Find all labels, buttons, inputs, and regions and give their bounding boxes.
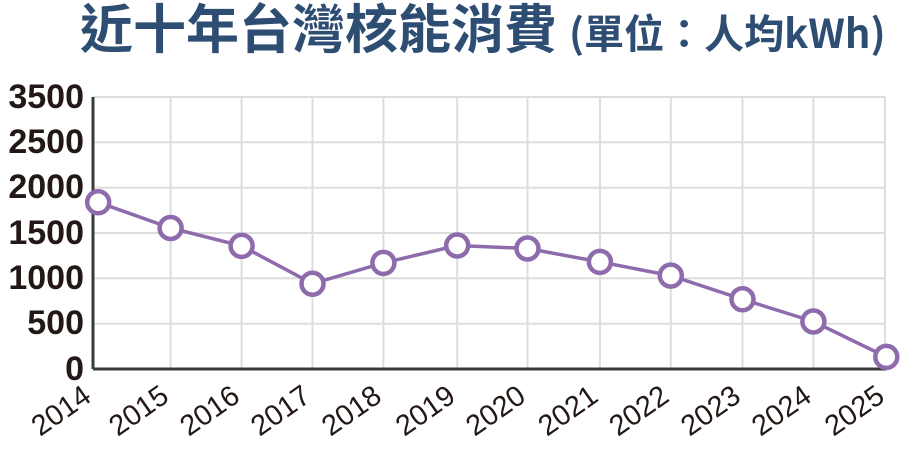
svg-text:2022: 2022 [604, 380, 675, 443]
svg-text:2014: 2014 [26, 380, 97, 443]
svg-text:2018: 2018 [316, 380, 387, 443]
svg-text:2025: 2025 [819, 380, 890, 443]
svg-text:2015: 2015 [103, 380, 174, 443]
svg-text:2023: 2023 [675, 380, 746, 443]
svg-text:2021: 2021 [533, 380, 604, 443]
svg-text:2019: 2019 [390, 380, 461, 443]
svg-text:2024: 2024 [746, 380, 817, 443]
svg-text:2016: 2016 [174, 380, 245, 443]
svg-text:2017: 2017 [245, 380, 316, 443]
svg-text:2020: 2020 [460, 380, 531, 443]
